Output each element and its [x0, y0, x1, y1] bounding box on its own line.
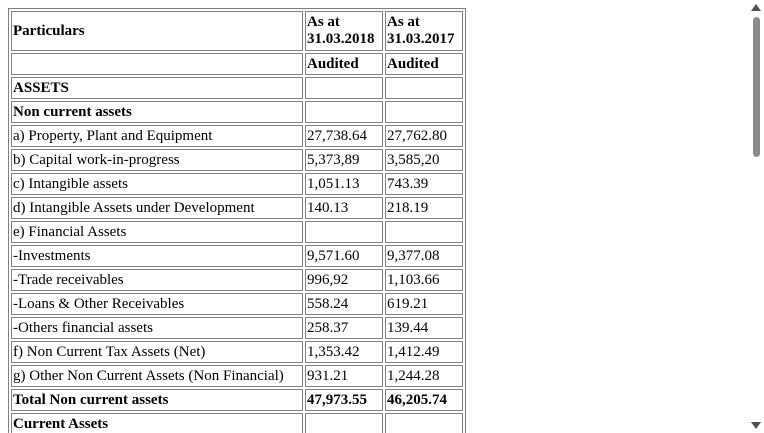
row-label: Non current assets — [11, 101, 303, 123]
table-row: c) Intangible assets 1,051.13 743.39 — [11, 173, 463, 195]
value-2018: 27,738.64 — [305, 125, 383, 147]
vertical-scrollbar[interactable] — [748, 0, 764, 433]
row-label: -Investments — [11, 245, 303, 267]
scroll-up-arrow-icon[interactable] — [751, 4, 761, 11]
value-2017: 9,377.08 — [385, 245, 463, 267]
value-2017: 139.44 — [385, 317, 463, 339]
page-viewport: Particulars As at 31.03.2018 As at 31.03… — [8, 8, 466, 433]
value-2018: 47,973.55 — [305, 389, 383, 411]
row-label: e) Financial Assets — [11, 221, 303, 243]
table-row: f) Non Current Tax Assets (Net) 1,353.42 1… — [11, 341, 463, 363]
column-header-2017: As at 31.03.2017 — [385, 11, 463, 51]
table-row: Current Assets — [11, 413, 463, 433]
table-row: e) Financial Assets — [11, 221, 463, 243]
column-header-2017-line1: As at — [387, 14, 420, 30]
table-row: ASSETS — [11, 77, 463, 99]
table-row: -Investments 9,571.60 9,377.08 — [11, 245, 463, 267]
row-label: -Trade receivables — [11, 269, 303, 291]
row-label: -Others financial assets — [11, 317, 303, 339]
value-2018 — [305, 221, 383, 243]
value-2017: 743.39 — [385, 173, 463, 195]
table-row: a) Property, Plant and Equipment 27,738.6… — [11, 125, 463, 147]
value-2017: 218.19 — [385, 197, 463, 219]
value-2018: 1,353.42 — [305, 341, 383, 363]
row-label: ASSETS — [11, 77, 303, 99]
value-2018: 931.21 — [305, 365, 383, 387]
row-label: b) Capital work-in-progress — [11, 149, 303, 171]
row-label: Current Assets — [11, 413, 303, 433]
row-label: Total Non current assets — [11, 389, 303, 411]
value-2017: 619.21 — [385, 293, 463, 315]
value-2017: 1,103.66 — [385, 269, 463, 291]
column-header-2018-line2: 31.03.2018 — [307, 31, 375, 47]
audited-row-label — [11, 53, 303, 75]
row-label: a) Property, Plant and Equipment — [11, 125, 303, 147]
row-label: -Loans & Other Receivables — [11, 293, 303, 315]
value-2017 — [385, 221, 463, 243]
value-2017: 27,762.80 — [385, 125, 463, 147]
value-2018 — [305, 101, 383, 123]
audited-label-2018: Audited — [305, 53, 383, 75]
value-2018 — [305, 413, 383, 433]
value-2017 — [385, 413, 463, 433]
table-row: -Loans & Other Receivables 558.24 619.21 — [11, 293, 463, 315]
audited-label-2017: Audited — [385, 53, 463, 75]
row-label: c) Intangible assets — [11, 173, 303, 195]
column-header-2018: As at 31.03.2018 — [305, 11, 383, 51]
value-2017: 1,244.28 — [385, 365, 463, 387]
value-2018: 558.24 — [305, 293, 383, 315]
scroll-down-arrow-icon[interactable] — [751, 422, 761, 429]
audited-row: Audited Audited — [11, 53, 463, 75]
particulars-header: Particulars — [11, 11, 303, 51]
header-row: Particulars As at 31.03.2018 As at 31.03… — [11, 11, 463, 51]
table-row: -Trade receivables 996,92 1,103.66 — [11, 269, 463, 291]
value-2018: 996,92 — [305, 269, 383, 291]
table-row: g) Other Non Current Assets (Non Financi… — [11, 365, 463, 387]
value-2017: 3,585,20 — [385, 149, 463, 171]
column-header-2018-line1: As at — [307, 14, 340, 30]
table-row: Non current assets — [11, 101, 463, 123]
value-2018: 1,051.13 — [305, 173, 383, 195]
table-row: -Others financial assets 258.37 139.44 — [11, 317, 463, 339]
scrollbar-thumb[interactable] — [753, 17, 760, 157]
table-row: b) Capital work-in-progress 5,373,89 3,585… — [11, 149, 463, 171]
value-2018: 140.13 — [305, 197, 383, 219]
value-2018: 258.37 — [305, 317, 383, 339]
column-header-2017-line2: 31.03.2017 — [387, 31, 455, 47]
value-2017 — [385, 77, 463, 99]
value-2018 — [305, 77, 383, 99]
value-2018: 9,571.60 — [305, 245, 383, 267]
row-label: f) Non Current Tax Assets (Net) — [11, 341, 303, 363]
value-2017 — [385, 101, 463, 123]
row-label: d) Intangible Assets under Development — [11, 197, 303, 219]
table-row: d) Intangible Assets under Development 14… — [11, 197, 463, 219]
value-2017: 1,412.49 — [385, 341, 463, 363]
value-2017: 46,205.74 — [385, 389, 463, 411]
table-row: Total Non current assets 47,973.55 46,205.… — [11, 389, 463, 411]
row-label: g) Other Non Current Assets (Non Financi… — [11, 365, 303, 387]
value-2018: 5,373,89 — [305, 149, 383, 171]
financial-results-table: Particulars As at 31.03.2018 As at 31.03… — [8, 8, 466, 433]
